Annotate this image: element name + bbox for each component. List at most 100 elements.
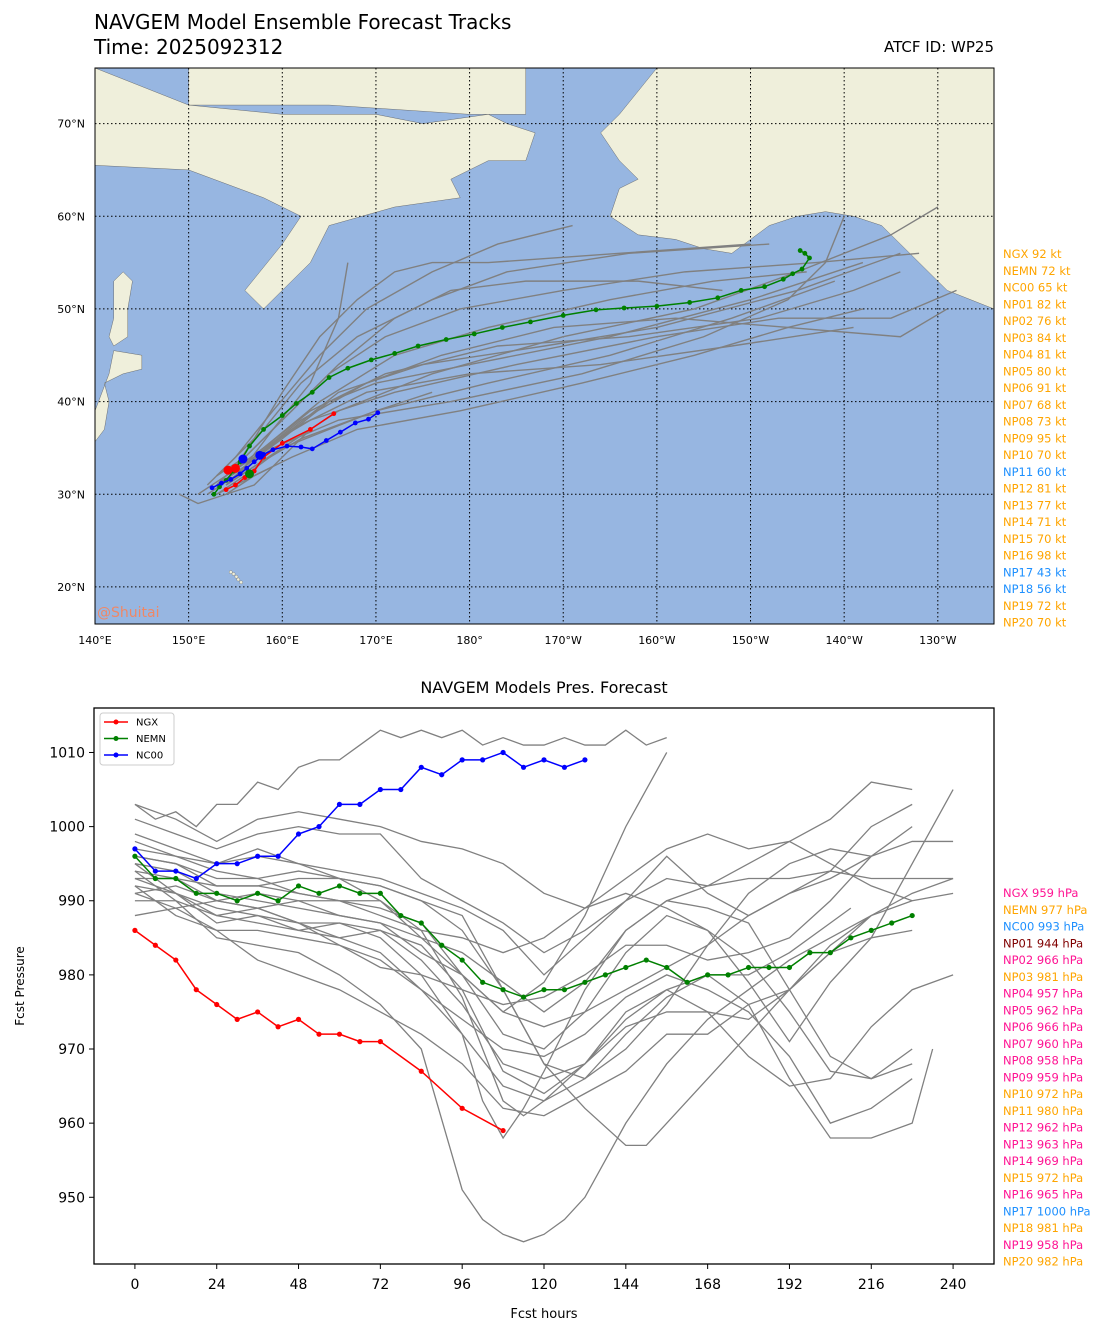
lon-tick-label: 160°W (638, 634, 675, 647)
member-pressure-line (134, 848, 913, 1147)
pressure-plot-area (132, 729, 954, 1243)
wind-label: NGX 92 kt (1003, 247, 1062, 261)
pressure-label: NP20 982 hPa (1003, 1255, 1083, 1269)
nemn-track-point (217, 484, 222, 490)
nemn-track-point (293, 401, 299, 406)
member-pressure-line (134, 789, 954, 1043)
nc00-track-point (366, 416, 371, 422)
wind-label: NP06 91 kt (1003, 381, 1067, 395)
nc00-pressure-point (398, 786, 404, 793)
ngx-track-point (331, 411, 337, 417)
nemn-track-point (247, 443, 252, 449)
lon-tick-label: 160°E (266, 634, 299, 647)
ngx-pressure-point (132, 927, 138, 934)
nemn-track-point (715, 295, 721, 301)
x-tick-label: 24 (208, 1277, 226, 1293)
nemn-pressure-point (500, 987, 506, 993)
nc00-pressure-point (500, 749, 506, 756)
nemn-track-point (528, 319, 533, 325)
nemn-track-point (368, 357, 374, 363)
nc00-pressure-line (134, 751, 586, 880)
storm-cluster-marker (230, 463, 240, 473)
legend-marker (113, 736, 119, 741)
ngx-track-point (307, 427, 313, 432)
nemn-pressure-point (336, 883, 343, 889)
nc00-pressure-point (255, 853, 261, 859)
ngx-pressure-point (173, 957, 179, 963)
wind-label: NP07 68 kt (1003, 398, 1067, 412)
legend-box (99, 712, 175, 766)
atcf-id: ATCF ID: WP25 (883, 38, 994, 56)
member-pressure-line (134, 840, 954, 1028)
pressure-label: NGX 959 hPa (1003, 886, 1078, 900)
nemn-pressure-point (234, 898, 240, 904)
pressure-label: NP14 969 hPa (1003, 1154, 1083, 1168)
pressure-label: NP05 962 hPa (1003, 1003, 1083, 1017)
nc00-track-point (228, 477, 234, 482)
nc00-pressure-point (418, 764, 424, 770)
nc00-track-point (375, 410, 381, 416)
ngx-track-point (233, 482, 238, 488)
ngx-pressure-point (418, 1068, 424, 1074)
asia-coast (95, 68, 536, 310)
nemn-track-point (799, 266, 805, 272)
wind-label: NP04 81 kt (1003, 348, 1067, 362)
nemn-pressure-point (827, 950, 833, 956)
y-tick-label: 1000 (49, 820, 85, 836)
pressure-label: NP11 980 hPa (1003, 1104, 1083, 1118)
member-pressure-line (134, 833, 913, 954)
nemn-pressure-point (623, 964, 629, 971)
nc00-pressure-point (214, 861, 220, 867)
y-tick-label: 970 (58, 1042, 85, 1058)
member-pressure-line (134, 781, 913, 1013)
wind-label: NP12 81 kt (1003, 482, 1067, 496)
nemn-track-point (261, 427, 266, 432)
member-pressure-line (134, 892, 852, 1102)
pressure-label: NP16 965 hPa (1003, 1188, 1083, 1202)
track-map: 140°E 150°E 160°E 170°E 180° 170°W 160°W 150°W 1… (57, 67, 1071, 647)
member-track (178, 428, 311, 505)
nemn-pressure-point (152, 875, 158, 882)
wind-label: NC00 65 kt (1003, 281, 1068, 295)
nemn-pressure-point (664, 964, 670, 971)
nc00-track-point (270, 447, 276, 453)
pressure-label: NP03 981 hPa (1003, 970, 1083, 984)
nc00-track (211, 412, 379, 489)
nemn-track-point (443, 337, 449, 342)
pressure-label: NP13 963 hPa (1003, 1137, 1083, 1151)
map-frame (94, 67, 995, 625)
ngx-pressure-point (214, 1001, 220, 1008)
ngx-pressure-line (134, 929, 504, 1132)
x-tick-label: 96 (453, 1277, 471, 1293)
nc00-track-point (284, 443, 290, 449)
y-tick-label: 990 (58, 894, 85, 910)
nc00-track-point (219, 480, 224, 486)
lon-tick-label: 150°W (732, 634, 769, 647)
nc00-pressure-point (152, 868, 158, 874)
member-pressure-line (134, 870, 954, 1243)
ngx-track-point (223, 487, 229, 493)
pressure-label: NP01 944 hPa (1003, 936, 1083, 950)
y-axis-label: Fcst Pressure (13, 946, 27, 1026)
nemn-pressure-point (275, 898, 281, 904)
member-pressure-line (134, 900, 913, 1124)
nemn-pressure-point (684, 979, 690, 985)
nemn-pressure-point (582, 979, 588, 985)
nemn-track-point (762, 284, 767, 290)
nc00-pressure-point (459, 757, 465, 763)
member-pressure-line (134, 877, 913, 1080)
y-tick-label: 960 (58, 1116, 85, 1132)
ngx-pressure-point (459, 1105, 465, 1111)
nc00-pressure-point (132, 846, 138, 852)
member-pressure-line (134, 729, 667, 828)
nc00-track-point (323, 438, 329, 443)
member-track (216, 206, 939, 495)
ngx-pressure-point (255, 1009, 261, 1015)
nemn-pressure-point (561, 987, 568, 993)
storm-cluster-marker (223, 465, 233, 475)
lon-tick-label: 180° (456, 634, 483, 647)
ngx-pressure-point (193, 987, 199, 993)
nemn-track-point (279, 413, 285, 418)
lat-tick-label: 30°N (57, 488, 85, 501)
lon-tick-label: 150°E (172, 634, 205, 647)
